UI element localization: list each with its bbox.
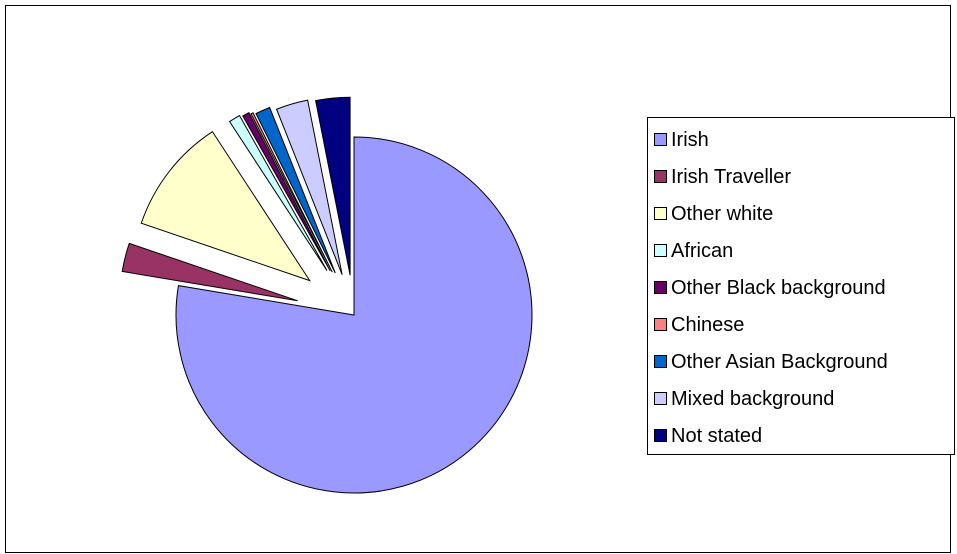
- legend-swatch: [654, 429, 667, 442]
- legend-item: African: [654, 232, 954, 269]
- pie-slice-irish: [175, 136, 533, 494]
- legend-label: Other Asian Background: [671, 350, 888, 373]
- legend-swatch: [654, 318, 667, 331]
- legend-label: Other white: [671, 202, 774, 225]
- legend-label: Not stated: [671, 424, 763, 447]
- chart-legend: Irish Irish Traveller Other white African Ot…: [647, 117, 955, 455]
- legend-label: Mixed background: [671, 387, 835, 410]
- legend-item: Chinese: [654, 306, 954, 343]
- legend-item: Mixed background: [654, 380, 954, 417]
- chart-area: Irish Irish Traveller Other white African Ot…: [5, 5, 955, 553]
- legend-item: Not stated: [654, 417, 954, 454]
- legend-swatch: [654, 355, 667, 368]
- legend-swatch: [654, 133, 667, 146]
- pie-slice-irish-traveller: [121, 242, 298, 302]
- legend-label: Chinese: [671, 313, 745, 336]
- pie-slice-african: [228, 114, 328, 271]
- legend-swatch: [654, 170, 667, 183]
- legend-item: Other white: [654, 195, 954, 232]
- legend-swatch: [654, 207, 667, 220]
- pie-slice-other-white: [140, 130, 311, 282]
- legend-item: Other Asian Background: [654, 343, 954, 380]
- legend-item: Irish Traveller: [654, 158, 954, 195]
- legend-swatch: [654, 281, 667, 294]
- pie-slice-not-stated: [315, 96, 351, 276]
- pie-slice-other-asian-background: [255, 106, 336, 274]
- legend-label: African: [671, 239, 734, 262]
- legend-item: Irish: [654, 121, 954, 158]
- legend-swatch: [654, 244, 667, 257]
- legend-label: Other Black background: [671, 276, 886, 299]
- legend-item: Other Black background: [654, 269, 954, 306]
- pie-slice-chinese: [250, 112, 333, 273]
- legend-label: Irish Traveller: [671, 165, 792, 188]
- pie-slice-mixed-background: [275, 99, 343, 275]
- legend-swatch: [654, 392, 667, 405]
- pie-slice-other-black-background: [242, 112, 331, 272]
- legend-label: Irish: [671, 128, 709, 151]
- pie-chart: [121, 96, 533, 494]
